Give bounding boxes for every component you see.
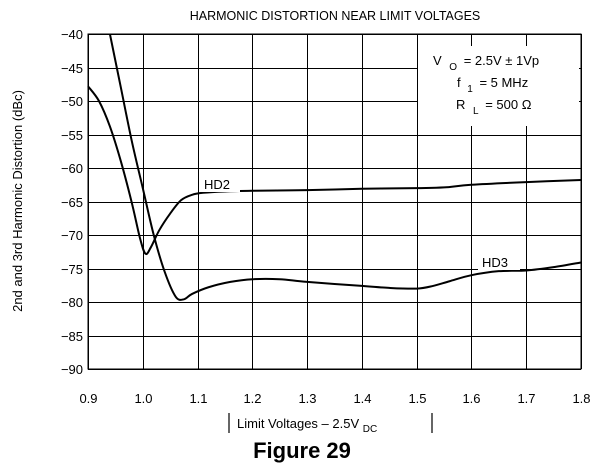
x-tick-label: 1.2 — [243, 391, 261, 406]
x-tick-label: 1.5 — [408, 391, 426, 406]
harmonic-distortion-chart: HARMONIC DISTORTION NEAR LIMIT VOLTAGES … — [10, 9, 591, 435]
y-tick-labels: −40 −45 −50 −55 −60 −65 −70 −75 −80 −85 −90 — [61, 27, 83, 377]
x-tick-label: 1.1 — [189, 391, 207, 406]
figure-caption: Figure 29 — [253, 438, 351, 463]
condition-sub-vo: O — [449, 62, 457, 73]
x-tick-label: 1.4 — [353, 391, 371, 406]
x-tick-label: 0.9 — [79, 391, 97, 406]
plot-frame — [87, 33, 582, 370]
x-tick-label: 1.0 — [134, 391, 152, 406]
y-tick-label: −55 — [61, 128, 83, 143]
y-tick-label: −80 — [61, 295, 83, 310]
x-tick-label: 1.7 — [517, 391, 535, 406]
condition-sub-rl: L — [473, 106, 479, 117]
condition-label-rl: R — [456, 97, 465, 112]
y-tick-label: −65 — [61, 195, 83, 210]
series-line-hd3 — [108, 33, 582, 301]
svg-text:V O = 2.5V ± 1Vp: V O = 2.5V ± 1Vp — [433, 53, 539, 73]
svg-text:R L = 500 Ω: R L = 500 Ω — [456, 97, 532, 117]
condition-value-vo: = 2.5V ± 1Vp — [464, 53, 539, 68]
y-tick-label: −85 — [61, 329, 83, 344]
series-label-hd2: HD2 — [204, 177, 230, 192]
y-tick-label: −70 — [61, 228, 83, 243]
chart-title: HARMONIC DISTORTION NEAR LIMIT VOLTAGES — [190, 9, 481, 23]
condition-value-f1: = 5 MHz — [479, 75, 528, 90]
condition-value-rl: = 500 Ω — [485, 97, 532, 112]
x-tick-label: 1.3 — [298, 391, 316, 406]
x-axis-label-subscript: DC — [363, 424, 377, 435]
conditions-box: V O = 2.5V ± 1Vp f 1 = 5 MHz R L = 500 Ω — [418, 46, 579, 126]
condition-label-f1: f — [457, 75, 461, 90]
x-tick-label: 1.8 — [572, 391, 590, 406]
svg-text:Limit Voltages – 2.5V D: Limit Voltages – 2.5V DC — [237, 416, 377, 435]
y-tick-label: −50 — [61, 94, 83, 109]
y-tick-label: −45 — [61, 61, 83, 76]
svg-text:f 1 = 5 MHz: f 1 = 5 MHz — [457, 75, 528, 95]
series-layer — [87, 33, 582, 301]
y-tick-label: −60 — [61, 161, 83, 176]
condition-sub-f1: 1 — [467, 84, 473, 95]
y-axis-label: 2nd and 3rd Harmonic Distortion (dBc) — [10, 90, 25, 312]
x-tick-labels: 0.9 1.0 1.1 1.2 1.3 1.4 1.5 1.6 1.7 1.8 — [79, 391, 590, 406]
x-axis-label-main: Limit Voltages – 2.5V — [237, 416, 359, 431]
y-tick-label: −40 — [61, 27, 83, 42]
x-axis-label: Limit Voltages – 2.5V DC — [228, 413, 433, 435]
condition-label-vo: V — [433, 53, 442, 68]
y-tick-label: −75 — [61, 262, 83, 277]
x-tick-label: 1.6 — [462, 391, 480, 406]
y-tick-label: −90 — [61, 362, 83, 377]
series-label-hd3: HD3 — [482, 255, 508, 270]
series-line-hd2 — [87, 85, 582, 256]
